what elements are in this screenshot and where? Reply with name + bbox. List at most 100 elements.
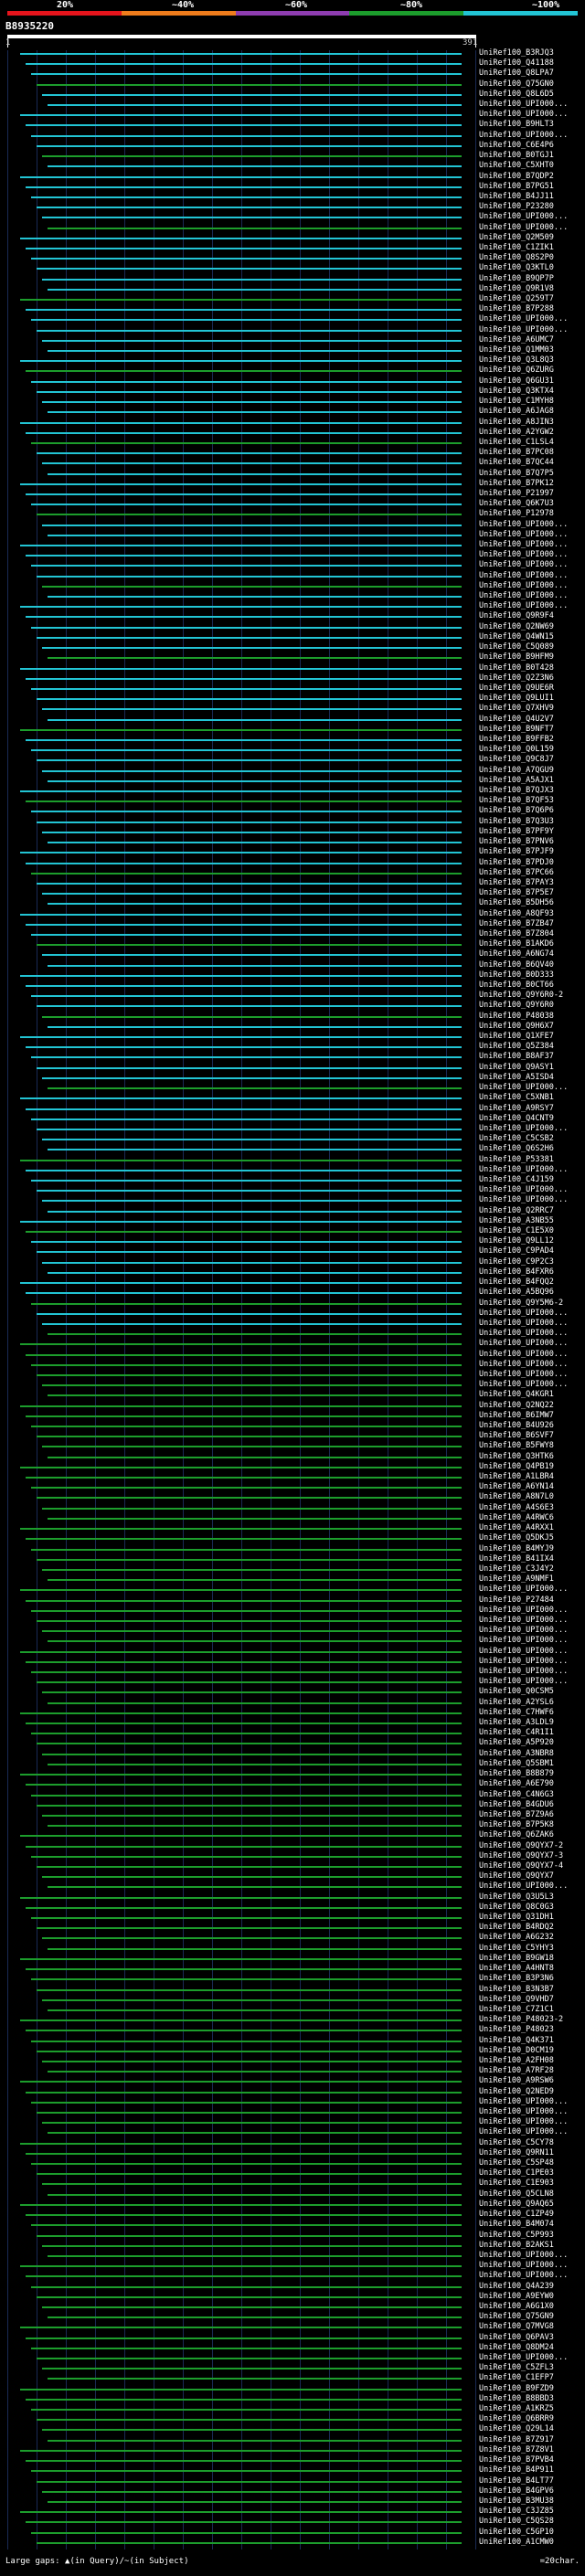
hit-row[interactable]: UniRef100_UPI000...: [0, 1606, 585, 1616]
hit-label[interactable]: UniRef100_Q29L14: [479, 2424, 554, 2434]
alignment-bar[interactable]: [42, 1814, 462, 1817]
hit-row[interactable]: UniRef100_A3NB55: [0, 1216, 585, 1226]
hit-label[interactable]: UniRef100_B9HFM9: [479, 652, 554, 663]
hit-label[interactable]: UniRef100_UPI000...: [479, 1339, 569, 1349]
alignment-bar[interactable]: [20, 1343, 462, 1346]
alignment-bar[interactable]: [26, 616, 462, 619]
alignment-bar[interactable]: [48, 2316, 462, 2319]
hit-label[interactable]: UniRef100_Q5DKJ5: [479, 1533, 554, 1543]
hit-row[interactable]: UniRef100_UPI000...: [0, 1185, 585, 1195]
alignment-bar[interactable]: [37, 1066, 462, 1069]
alignment-bar[interactable]: [20, 1650, 462, 1653]
alignment-bar[interactable]: [42, 1139, 462, 1141]
hit-label[interactable]: UniRef100_UPI000...: [479, 100, 569, 110]
hit-label[interactable]: UniRef100_B6SVF7: [479, 1431, 554, 1441]
hit-label[interactable]: UniRef100_C6E4P6: [479, 140, 554, 150]
hit-label[interactable]: UniRef100_A8QF93: [479, 908, 554, 918]
alignment-bar[interactable]: [48, 1517, 462, 1520]
alignment-bar[interactable]: [26, 124, 462, 127]
hit-row[interactable]: UniRef100_P27484: [0, 1595, 585, 1606]
hit-row[interactable]: UniRef100_B7ZB47: [0, 919, 585, 929]
hit-label[interactable]: UniRef100_Q9UE6R: [479, 683, 554, 693]
hit-row[interactable]: UniRef100_Q6ZURG: [0, 366, 585, 376]
hit-row[interactable]: UniRef100_Q4WN15: [0, 632, 585, 642]
alignment-bar[interactable]: [20, 1405, 462, 1407]
hit-label[interactable]: UniRef100_B7PC66: [479, 867, 554, 877]
alignment-bar[interactable]: [42, 1507, 462, 1510]
hit-row[interactable]: UniRef100_Q2NED9: [0, 2087, 585, 2097]
hit-label[interactable]: UniRef100_UPI000...: [479, 591, 569, 601]
alignment-bar[interactable]: [31, 749, 462, 752]
hit-label[interactable]: UniRef100_UPI000...: [479, 601, 569, 611]
hit-label[interactable]: UniRef100_C4R1I1: [479, 1728, 554, 1738]
hit-label[interactable]: UniRef100_B7QC44: [479, 458, 554, 468]
hit-label[interactable]: UniRef100_Q3HTK6: [479, 1451, 554, 1461]
alignment-bar[interactable]: [37, 83, 462, 86]
hit-label[interactable]: UniRef100_UPI000...: [479, 212, 569, 222]
alignment-bar[interactable]: [42, 2490, 462, 2493]
hit-label[interactable]: UniRef100_UPI000...: [479, 540, 569, 550]
alignment-bar[interactable]: [42, 1753, 462, 1755]
alignment-bar[interactable]: [37, 698, 462, 701]
alignment-bar[interactable]: [31, 134, 462, 137]
alignment-bar[interactable]: [48, 1149, 462, 1151]
hit-row[interactable]: UniRef100_A2YSL6: [0, 1698, 585, 1708]
hit-label[interactable]: UniRef100_UPI000...: [479, 2117, 569, 2127]
alignment-bar[interactable]: [20, 1466, 462, 1468]
alignment-bar[interactable]: [20, 175, 462, 178]
alignment-bar[interactable]: [42, 1446, 462, 1448]
hit-label[interactable]: UniRef100_A5BQ96: [479, 1288, 554, 1298]
hit-row[interactable]: UniRef100_A7QGU9: [0, 766, 585, 776]
alignment-bar[interactable]: [20, 1282, 462, 1285]
alignment-bar[interactable]: [20, 790, 462, 793]
hit-row[interactable]: UniRef100_C5Q089: [0, 643, 585, 652]
hit-label[interactable]: UniRef100_UPI000...: [479, 324, 569, 334]
hit-row[interactable]: UniRef100_UPI000...: [0, 1647, 585, 1657]
hit-label[interactable]: UniRef100_UPI000...: [479, 110, 569, 120]
alignment-bar[interactable]: [20, 1589, 462, 1592]
hit-row[interactable]: UniRef100_UPI000...: [0, 2097, 585, 2107]
hit-row[interactable]: UniRef100_C5GP10: [0, 2528, 585, 2538]
hit-row[interactable]: UniRef100_B9HLT3: [0, 121, 585, 130]
alignment-bar[interactable]: [31, 1487, 462, 1489]
alignment-bar[interactable]: [26, 1599, 462, 1602]
hit-row[interactable]: UniRef100_Q2NQ22: [0, 1401, 585, 1411]
hit-row[interactable]: UniRef100_UPI000...: [0, 1657, 585, 1667]
alignment-bar[interactable]: [48, 779, 462, 782]
hit-row[interactable]: UniRef100_Q9ASY1: [0, 1063, 585, 1073]
alignment-bar[interactable]: [37, 882, 462, 885]
alignment-bar[interactable]: [48, 534, 462, 536]
hit-row[interactable]: UniRef100_B7QDP2: [0, 172, 585, 182]
alignment-bar[interactable]: [26, 493, 462, 495]
alignment-bar[interactable]: [48, 1947, 462, 1950]
hit-row[interactable]: UniRef100_Q9QYX7-4: [0, 1861, 585, 1871]
hit-row[interactable]: UniRef100_C1ZIK1: [0, 243, 585, 253]
alignment-bar[interactable]: [31, 441, 462, 444]
hit-row[interactable]: UniRef100_P48023-2: [0, 2016, 585, 2025]
hit-row[interactable]: UniRef100_C9PAD4: [0, 1247, 585, 1256]
alignment-bar[interactable]: [20, 360, 462, 363]
hit-label[interactable]: UniRef100_UPI000...: [479, 1185, 569, 1195]
alignment-bar[interactable]: [48, 1579, 462, 1582]
hit-row[interactable]: UniRef100_C1E5X0: [0, 1227, 585, 1236]
hit-row[interactable]: UniRef100_Q9R1V8: [0, 284, 585, 294]
hit-row[interactable]: UniRef100_A9RSW6: [0, 2077, 585, 2086]
hit-label[interactable]: UniRef100_A4RWC6: [479, 1512, 554, 1522]
hit-row[interactable]: UniRef100_B0CT66: [0, 981, 585, 991]
hit-label[interactable]: UniRef100_C1PE03: [479, 2168, 554, 2178]
hit-label[interactable]: UniRef100_B9FFB2: [479, 735, 554, 744]
hit-label[interactable]: UniRef100_Q6S2H6: [479, 1144, 554, 1154]
hit-label[interactable]: UniRef100_UPI000...: [479, 570, 569, 580]
alignment-bar[interactable]: [37, 1988, 462, 1991]
hit-row[interactable]: UniRef100_UPI000...: [0, 223, 585, 233]
hit-label[interactable]: UniRef100_B9NFT7: [479, 724, 554, 734]
hit-label[interactable]: UniRef100_B2AKS1: [479, 2240, 554, 2250]
alignment-bar[interactable]: [42, 893, 462, 896]
hit-label[interactable]: UniRef100_A6G232: [479, 1933, 554, 1943]
hit-label[interactable]: UniRef100_UPI000...: [479, 580, 569, 590]
hit-row[interactable]: UniRef100_C5CSB2: [0, 1135, 585, 1144]
hit-row[interactable]: UniRef100_Q75GN9: [0, 2313, 585, 2322]
hit-label[interactable]: UniRef100_Q1MM03: [479, 345, 554, 355]
hit-row[interactable]: UniRef100_Q8S2P0: [0, 254, 585, 263]
hit-row[interactable]: UniRef100_B4P911: [0, 2466, 585, 2475]
